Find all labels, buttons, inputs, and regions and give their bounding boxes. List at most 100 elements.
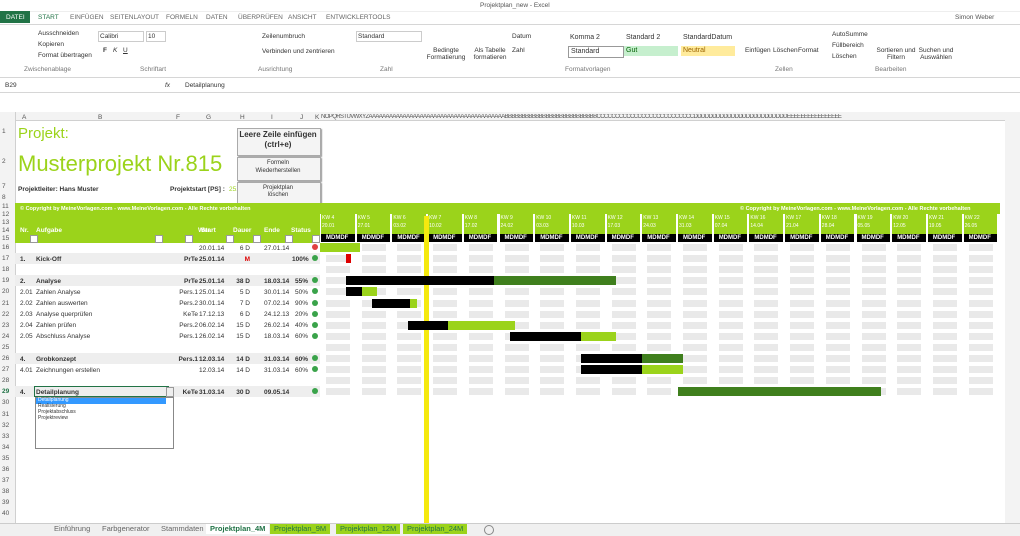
timeline-cell [504,388,529,396]
week-date: 24.03 [643,223,656,229]
ribbon-button[interactable]: AutoSumme [832,31,868,38]
ribbon-tab[interactable]: DATEN [206,14,228,21]
bold-button[interactable]: F [103,47,107,54]
style-cell[interactable]: Datum [512,33,532,40]
file-tab-bg[interactable] [0,11,30,23]
dropdown-option[interactable]: Projektabschluss [38,409,76,416]
ribbon-button[interactable]: Verbinden und zentrieren [262,48,335,55]
timeline-cell [647,321,672,329]
macro-button-label[interactable]: Leere Zeile einfügen [239,130,317,139]
font-size[interactable]: 10 [148,33,156,40]
ribbon-button[interactable]: Kopieren [38,41,65,48]
timeline-cell [647,266,672,274]
filter-button[interactable] [185,235,193,243]
timeline-cell [790,321,815,329]
ribbon-tab[interactable]: FORMELN [166,14,198,21]
macro-button-label[interactable]: (ctrl+e) [264,140,292,149]
ribbon-tab[interactable]: SEITENLAYOUT [110,14,160,21]
sheet-tab[interactable]: Farbgenerator [102,524,150,533]
style-cell[interactable]: StandardDatum [683,34,733,41]
ribbon-button[interactable]: Format [798,47,819,54]
sheet-tab[interactable]: Projektplan_12M [336,524,401,535]
timeline-cell [397,255,422,263]
week-label: KW 17 [786,215,802,221]
ribbon-tab[interactable]: ENTWICKLERTOOLS [326,14,391,21]
filter-button[interactable] [312,235,320,243]
ribbon-tab[interactable]: START [38,14,59,21]
ribbon-button[interactable]: Format übertragen [38,52,92,59]
macro-button-label[interactable]: Wiederherstellen [255,168,301,174]
formula-content[interactable]: Detailplanung [185,82,225,89]
style-cell[interactable]: Standard 2 [626,34,661,41]
filter-button[interactable] [155,235,163,243]
ribbon-button[interactable]: Löschen [832,53,857,60]
ribbon-button[interactable]: Bedingte Formatierung [426,47,466,62]
macro-button-label[interactable]: löschen [267,192,289,198]
filter-button[interactable] [226,235,234,243]
cell-status: 40% [294,322,308,330]
timeline-cell [468,310,493,318]
weekday-letters: MDMDF [326,235,349,241]
macro-button-label[interactable]: Formeln [266,160,289,166]
ribbon-button[interactable]: Zeilenumbruch [262,33,305,40]
weekday-cells [749,234,784,242]
timeline-cell [861,255,886,263]
font-size-box[interactable] [146,31,166,42]
macro-button[interactable] [237,157,321,181]
filter-button[interactable] [30,235,38,243]
timeline-cell [540,377,565,385]
ribbon-tab[interactable]: ANSICHT [288,14,317,21]
scrollbar[interactable] [1005,112,1020,523]
ribbon-tab[interactable]: DATEI [6,14,25,21]
name-box[interactable]: B29 [5,82,17,89]
ribbon-tab[interactable]: ÜBERPRÜFEN [238,14,283,21]
status-icon [312,366,318,373]
timeline-cell [326,377,350,385]
dropdown-option[interactable]: Projektreview [38,415,69,422]
ribbon-button[interactable]: Als Tabelle formatieren [473,47,507,62]
filter-button[interactable] [253,235,261,243]
ribbon-button[interactable]: Löschen [773,47,798,54]
week-header [321,214,355,234]
dropdown-option[interactable]: Realisierung [38,403,66,410]
timeline-cell [504,377,529,385]
dropdown-option[interactable]: Detailplanung [38,397,69,404]
font-name[interactable]: Calibri [100,33,119,40]
ribbon-button[interactable]: Ausschneiden [38,30,79,37]
ribbon-tab[interactable]: EINFÜGEN [70,14,104,21]
cell-status: 60% [294,366,308,374]
style-cell[interactable]: Gut [624,46,678,56]
sheet-tab[interactable]: Projektplan_4M [206,524,270,535]
sheet-tab[interactable]: Projektplan_24M [403,524,468,535]
filter-button[interactable] [285,235,293,243]
timeline-cell [540,366,565,374]
number-format-box[interactable] [356,31,422,42]
underline-button[interactable]: U [123,47,128,54]
style-cell[interactable]: Zahl [512,47,525,54]
macro-button-label[interactable]: Projektplan [262,185,294,191]
ribbon-button[interactable]: Füllbereich [832,42,864,49]
style-cell[interactable]: Standard [568,46,624,58]
timeline-cell [397,388,422,396]
sheet-tab[interactable]: Einführung [54,524,91,533]
timeline-cell [861,277,886,285]
ribbon-button[interactable]: Einfügen [745,47,771,54]
italic-button[interactable]: K [113,47,118,54]
selected-cell[interactable] [34,386,169,398]
sheet-tab[interactable]: Stammdaten [161,524,204,533]
timeline-cell [968,244,993,251]
number-format[interactable]: Standard [358,33,385,40]
timeline-cell [397,366,422,374]
style-cell[interactable]: Komma 2 [570,34,600,41]
ribbon-button[interactable]: Sortieren und Filtern [876,47,916,62]
add-sheet-button[interactable] [484,525,494,535]
ribbon-button[interactable]: Suchen und Auswählen [918,47,954,62]
style-cell[interactable]: Neutral [681,46,735,56]
cell-who: PrTe [184,255,198,263]
macro-button[interactable] [237,128,321,156]
dropdown-arrow[interactable] [166,387,174,398]
sheet-tab[interactable]: Projektplan_9M [270,524,331,535]
font-box[interactable] [98,31,144,42]
timeline-cell [932,277,957,285]
cell-start: 06.02.14 [199,322,225,330]
